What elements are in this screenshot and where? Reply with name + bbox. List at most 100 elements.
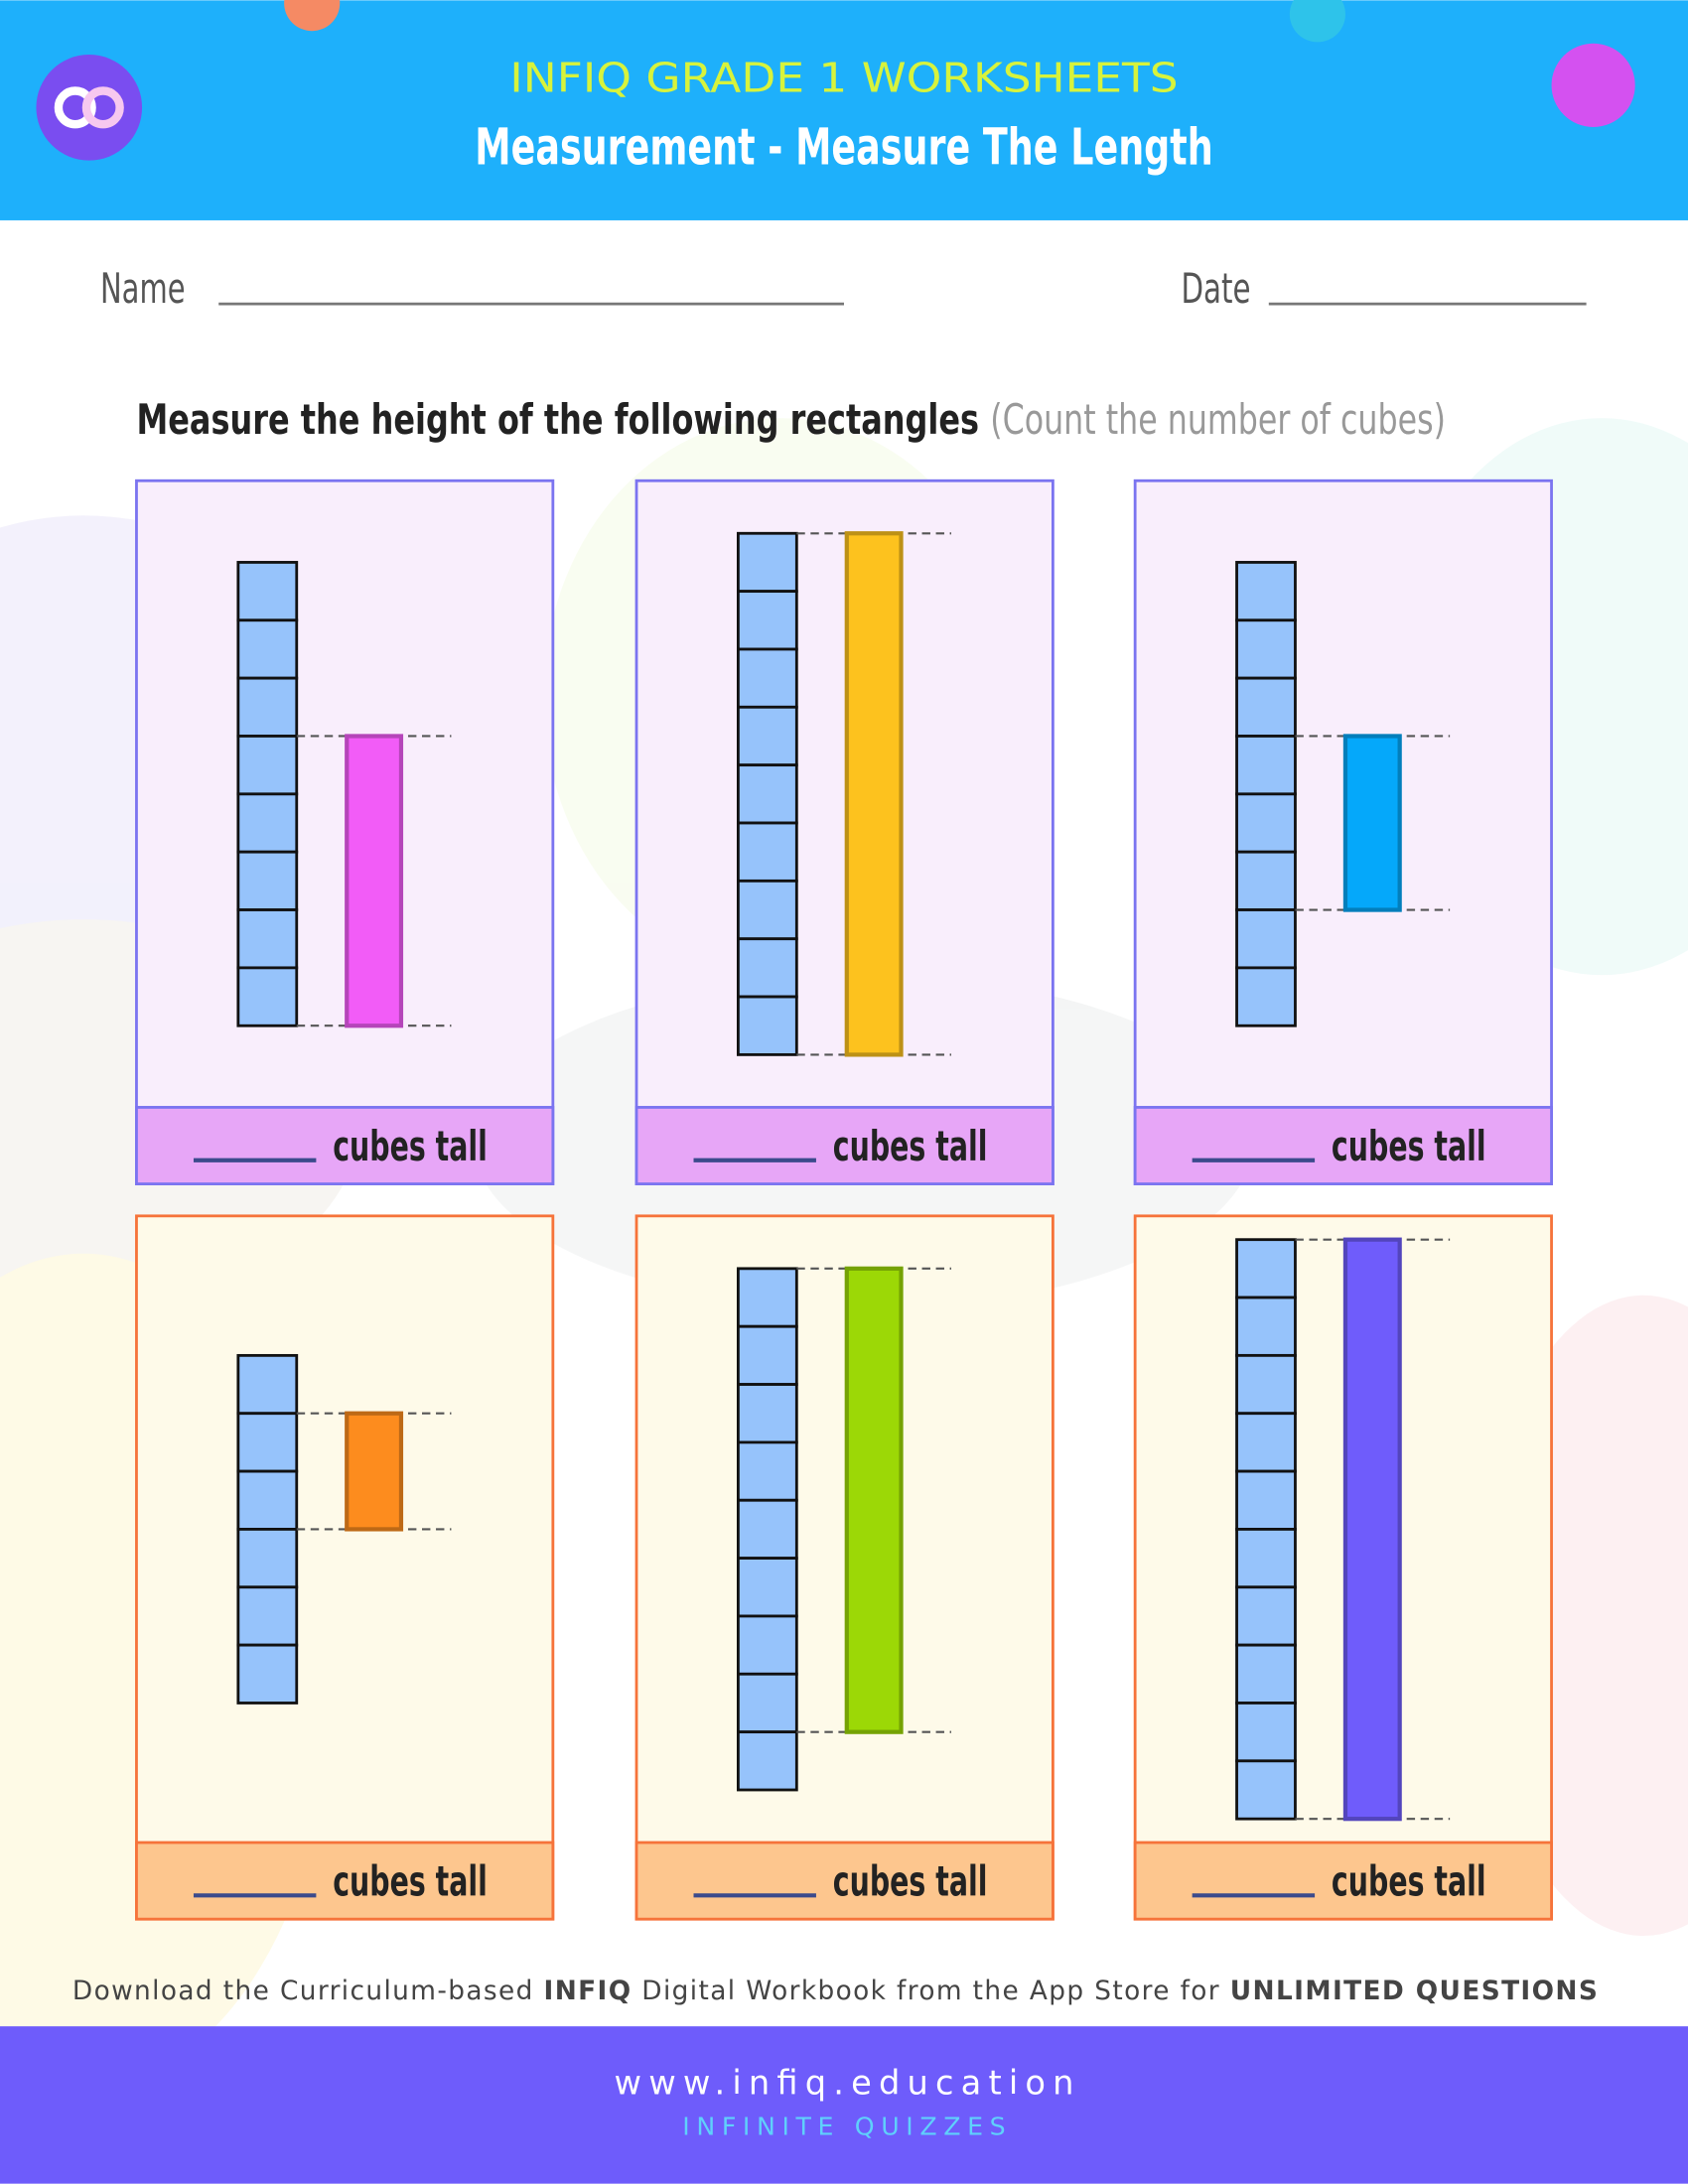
cube (736, 1672, 798, 1734)
measured-bar (844, 1266, 904, 1734)
cube (1235, 1643, 1297, 1705)
date-label: Date (1181, 264, 1250, 313)
title: Measurement - Measure The Length (475, 117, 1212, 176)
answer-strip (1133, 1106, 1553, 1185)
answer-strip (634, 1841, 1055, 1921)
logo-ring (81, 86, 124, 129)
cube (236, 850, 299, 911)
measured-bar (345, 1411, 404, 1532)
measured-bar (844, 531, 904, 1057)
cube (1235, 561, 1297, 622)
panel: cubes tall (1133, 1214, 1553, 1921)
promo-highlight: UNLIMITED QUESTIONS (1230, 1976, 1599, 2006)
answer-label: cubes tall (833, 1857, 988, 1906)
promo-text: Digital Workbook from the App Store for (633, 1976, 1230, 2006)
measured-bar-edge (345, 1411, 404, 1532)
cube (736, 647, 798, 709)
cube (1235, 966, 1297, 1027)
cube (236, 618, 299, 680)
cube (736, 1267, 798, 1328)
measured-bar-edge (1342, 1237, 1402, 1822)
cube (1235, 1759, 1297, 1821)
cube-column (1235, 1238, 1297, 1821)
cube (736, 1557, 798, 1618)
cube (236, 561, 299, 622)
cube (236, 908, 299, 970)
cube (236, 676, 299, 738)
cube (236, 1585, 299, 1647)
cube (736, 705, 798, 767)
instruction: Measure the height of the following rect… (136, 395, 979, 444)
answer-label: cubes tall (333, 1857, 488, 1906)
decor-sphere (1551, 43, 1635, 127)
logo-ring (54, 86, 96, 129)
panel: cubes tall (634, 478, 1055, 1185)
cube (1235, 850, 1297, 911)
cube (736, 1730, 798, 1792)
cube (736, 937, 798, 999)
cube (1235, 1353, 1297, 1416)
brand: INFIQ GRADE 1 WORKSHEETS (509, 55, 1178, 102)
promo: Download the Curriculum-based INFIQ Digi… (72, 1976, 1599, 2006)
answer-strip (1133, 1841, 1553, 1921)
cube (1235, 735, 1297, 796)
panel: cubes tall (634, 1214, 1055, 1921)
cube-column (736, 531, 798, 1056)
measured-bar-edge (1342, 734, 1402, 912)
cube (236, 1643, 299, 1705)
measured-bar (345, 734, 404, 1028)
cube (236, 1469, 299, 1531)
panel: cubes tall (135, 1214, 555, 1921)
decor-sphere (284, 0, 341, 32)
answer-strip (135, 1841, 555, 1921)
cube (1235, 1702, 1297, 1763)
cube (236, 735, 299, 796)
answer-strip (135, 1106, 555, 1185)
answer-label: cubes tall (1332, 1122, 1486, 1170)
promo-brand: INFIQ (544, 1976, 633, 2006)
cube (736, 1498, 798, 1561)
logo (36, 55, 143, 161)
instruction-hint: (Count the number of cubes) (990, 395, 1446, 444)
decor-sphere (1289, 0, 1345, 43)
name-label: Name (100, 264, 186, 313)
answer-label: cubes tall (833, 1122, 988, 1170)
cube (1235, 1528, 1297, 1589)
cube (1235, 1585, 1297, 1647)
measured-bar-edge (844, 1266, 904, 1734)
cube (236, 966, 299, 1027)
cube (736, 821, 798, 883)
footer-band (0, 2026, 1688, 2184)
panel: cubes tall (135, 478, 555, 1185)
cube (736, 531, 798, 594)
cube (736, 1614, 798, 1676)
cube (736, 763, 798, 825)
promo-text: Download the Curriculum-based (72, 1976, 544, 2006)
measured-bar-edge (345, 734, 404, 1028)
cube (1235, 1412, 1297, 1473)
cube (736, 1440, 798, 1502)
measured-bar (1342, 1237, 1402, 1822)
header-band (0, 0, 1688, 220)
cube (236, 1412, 299, 1473)
cube (736, 879, 798, 941)
measured-bar (1342, 734, 1402, 912)
cube (1235, 1469, 1297, 1531)
cube (736, 995, 798, 1056)
cube (1235, 676, 1297, 738)
cube-column (736, 1267, 798, 1792)
cube (1235, 1238, 1297, 1299)
panel-box (135, 1214, 555, 1921)
measured-bar-edge (844, 531, 904, 1057)
cube (236, 1528, 299, 1589)
cube (1235, 908, 1297, 970)
cube (236, 792, 299, 854)
answer-label: cubes tall (333, 1122, 488, 1170)
answer-strip (634, 1106, 1055, 1185)
cube (1235, 1296, 1297, 1357)
cube (736, 590, 798, 651)
cube (236, 1353, 299, 1416)
panels: cubes tall cubes tall cubes tall cubes tall… (135, 478, 1553, 1921)
